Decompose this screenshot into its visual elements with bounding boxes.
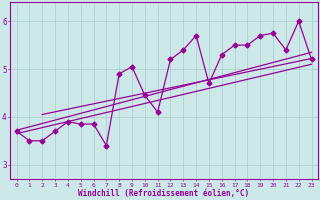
X-axis label: Windchill (Refroidissement éolien,°C): Windchill (Refroidissement éolien,°C)	[78, 189, 250, 198]
